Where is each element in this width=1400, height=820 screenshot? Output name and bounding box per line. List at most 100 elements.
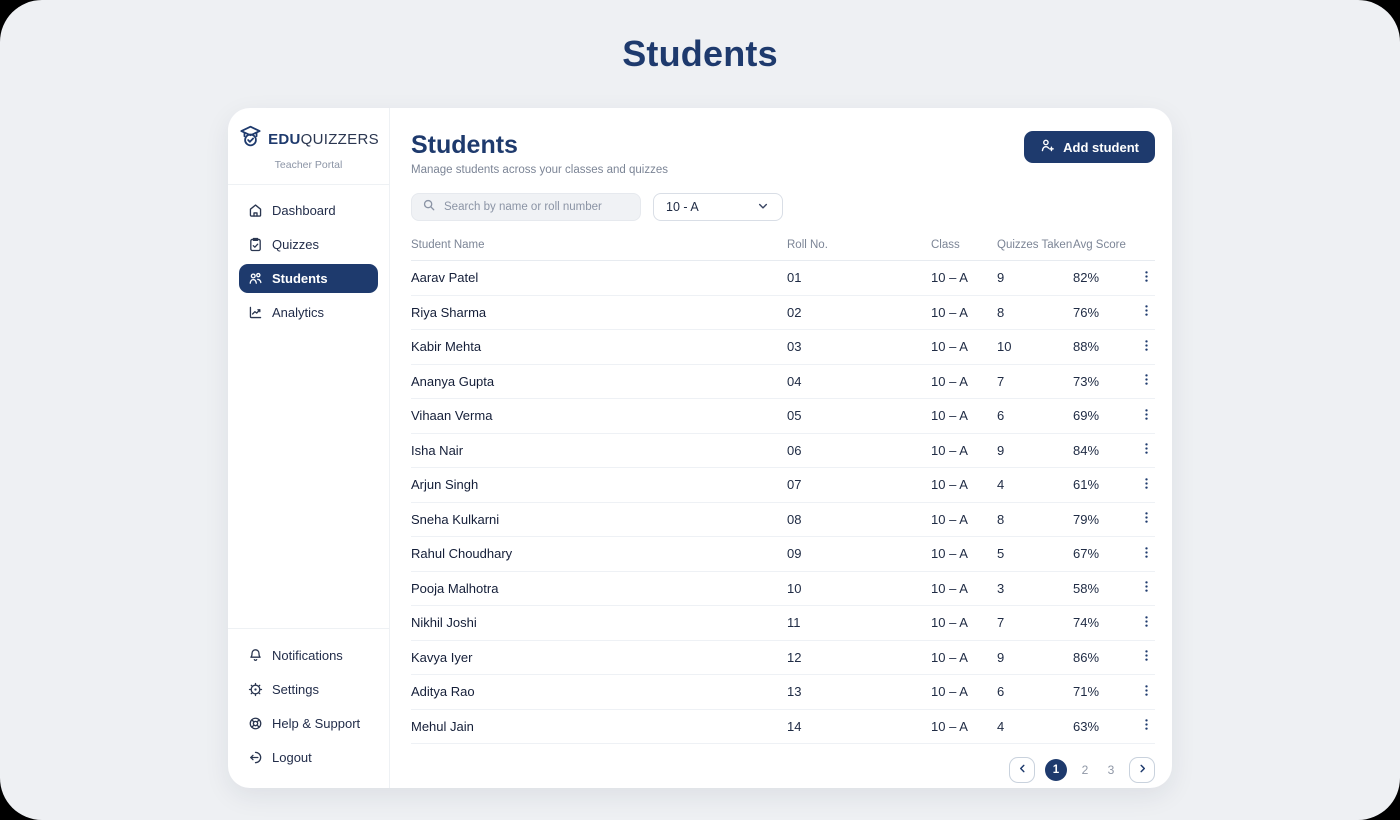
cell-class: 10 – A	[931, 442, 968, 458]
sidebar-item-logout[interactable]: Logout	[239, 743, 378, 772]
sidebar-item-help-support[interactable]: Help & Support	[239, 709, 378, 738]
table-header-row: Student Name Roll No. Class Quizzes Taken Av…	[411, 239, 1155, 261]
cell-class: 10 – A	[931, 580, 968, 596]
class-filter-select[interactable]: 10 - A	[653, 193, 783, 221]
bell-icon	[248, 648, 263, 663]
pagination-page-3[interactable]: 3	[1103, 763, 1119, 777]
sidebar-item-label: Analytics	[272, 305, 325, 320]
clipboard-icon	[248, 237, 263, 252]
cell-roll: 06	[787, 442, 802, 458]
row-menu-button[interactable]	[1138, 370, 1155, 392]
kebab-icon	[1139, 614, 1154, 632]
column-header-quiz: Quizzes Taken	[997, 239, 1073, 251]
sidebar-item-dashboard[interactable]: Dashboard	[239, 196, 378, 225]
pagination-prev-button[interactable]	[1009, 757, 1035, 783]
kebab-icon	[1139, 545, 1154, 563]
row-menu-button[interactable]	[1138, 439, 1155, 461]
cell-roll: 12	[787, 649, 802, 665]
graduation-cap-logo-icon	[238, 124, 263, 154]
user-plus-icon	[1040, 138, 1055, 156]
sidebar-main-nav: Dashboard Quizzes Students Analytics	[228, 185, 389, 338]
section-title: Students	[411, 131, 518, 159]
sidebar-item-label: Logout	[272, 750, 312, 765]
row-menu-button[interactable]	[1138, 267, 1155, 289]
users-icon	[248, 271, 263, 286]
row-menu-button[interactable]	[1138, 405, 1155, 427]
sidebar-item-label: Notifications	[272, 648, 343, 663]
row-menu-button[interactable]	[1138, 336, 1155, 358]
kebab-icon	[1139, 717, 1154, 735]
table-row: Isha Nair 06 10 – A 9 84%	[411, 434, 1155, 468]
sidebar-item-label: Dashboard	[272, 203, 336, 218]
cell-avg: 84%	[1073, 442, 1100, 458]
table-row: Aarav Patel 01 10 – A 9 82%	[411, 261, 1155, 296]
table-body: Aarav Patel 01 10 – A 9 82% Riya Sharma 02 10 –…	[411, 261, 1155, 744]
chevron-down-icon	[756, 199, 770, 216]
cell-class: 10 – A	[931, 615, 968, 631]
cell-name: Pooja Malhotra	[411, 580, 499, 596]
pagination-next-button[interactable]	[1129, 757, 1155, 783]
gear-icon	[248, 682, 263, 697]
table-row: Kavya Iyer 12 10 – A 9 86%	[411, 641, 1155, 675]
table-row: Aditya Rao 13 10 – A 6 71%	[411, 675, 1155, 710]
cell-name: Aditya Rao	[411, 684, 475, 700]
sidebar-item-label: Settings	[272, 682, 319, 697]
cell-avg: 86%	[1073, 649, 1100, 665]
pagination-page-2[interactable]: 2	[1077, 763, 1093, 777]
cell-quizzes: 5	[997, 546, 1005, 562]
life-ring-icon	[248, 716, 263, 731]
table-row: Riya Sharma 02 10 – A 8 76%	[411, 296, 1155, 330]
row-menu-button[interactable]	[1138, 508, 1155, 530]
table-row: Kabir Mehta 03 10 – A 10 88%	[411, 330, 1155, 365]
cell-class: 10 – A	[931, 339, 968, 355]
cell-name: Vihaan Verma	[411, 408, 493, 424]
students-table: Student Name Roll No. Class Quizzes Taken Av…	[411, 239, 1155, 744]
pagination-page-1[interactable]: 1	[1045, 759, 1067, 781]
sidebar-item-label: Quizzes	[272, 237, 319, 252]
add-student-button[interactable]: Add student	[1024, 131, 1155, 163]
row-menu-button[interactable]	[1138, 474, 1155, 496]
sidebar: EDUQUIZZERS Teacher Portal Dashboard Quiz…	[228, 108, 390, 788]
row-menu-button[interactable]	[1138, 646, 1155, 668]
cell-class: 10 – A	[931, 684, 968, 700]
row-menu-button[interactable]	[1138, 577, 1155, 599]
table-row: Mehul Jain 14 10 – A 4 63%	[411, 710, 1155, 744]
cell-class: 10 – A	[931, 718, 968, 734]
cell-avg: 79%	[1073, 511, 1100, 527]
sidebar-footer-nav: Notifications Settings Help & Support Logou…	[228, 628, 389, 788]
cell-name: Riya Sharma	[411, 304, 487, 320]
content-header: Students Manage students across your cla…	[411, 131, 1155, 176]
table-row: Rahul Choudhary 09 10 – A 5 67%	[411, 537, 1155, 572]
sidebar-item-settings[interactable]: Settings	[239, 675, 378, 704]
cell-class: 10 – A	[931, 270, 968, 286]
sidebar-item-analytics[interactable]: Analytics	[239, 298, 378, 327]
cell-quizzes: 9	[997, 442, 1005, 458]
sidebar-item-notifications[interactable]: Notifications	[239, 641, 378, 670]
row-menu-button[interactable]	[1138, 543, 1155, 565]
cell-quizzes: 8	[997, 304, 1005, 320]
brand-block: EDUQUIZZERS Teacher Portal	[228, 108, 389, 185]
kebab-icon	[1139, 476, 1154, 494]
section-subtitle: Manage students across your classes and …	[411, 164, 668, 176]
search-input[interactable]	[444, 201, 630, 213]
cell-class: 10 – A	[931, 304, 968, 320]
cell-roll: 14	[787, 718, 802, 734]
row-menu-button[interactable]	[1138, 301, 1155, 323]
cell-class: 10 – A	[931, 373, 968, 389]
brand-subtitle: Teacher Portal	[274, 159, 343, 171]
cell-quizzes: 8	[997, 511, 1005, 527]
row-menu-button[interactable]	[1138, 681, 1155, 703]
cell-roll: 13	[787, 684, 802, 700]
row-menu-button[interactable]	[1138, 612, 1155, 634]
column-header-name: Student Name	[411, 239, 485, 251]
table-row: Nikhil Joshi 11 10 – A 7 74%	[411, 606, 1155, 641]
cell-quizzes: 7	[997, 373, 1005, 389]
content-header-text: Students Manage students across your cla…	[411, 131, 668, 176]
sidebar-item-quizzes[interactable]: Quizzes	[239, 230, 378, 259]
row-menu-button[interactable]	[1138, 715, 1155, 737]
cell-avg: 73%	[1073, 373, 1100, 389]
cell-quizzes: 9	[997, 649, 1005, 665]
sidebar-item-students[interactable]: Students	[239, 264, 378, 293]
